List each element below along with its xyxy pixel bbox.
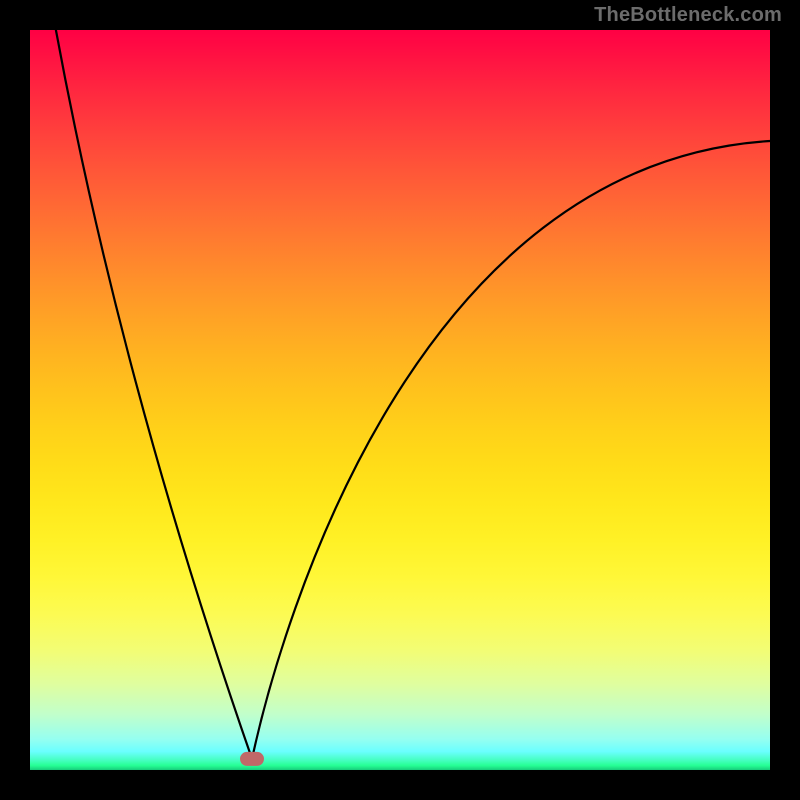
chart-container: TheBottleneck.com [0, 0, 800, 800]
bottleneck-chart [0, 0, 800, 800]
watermark-text: TheBottleneck.com [594, 4, 782, 27]
optimal-marker [240, 752, 264, 766]
